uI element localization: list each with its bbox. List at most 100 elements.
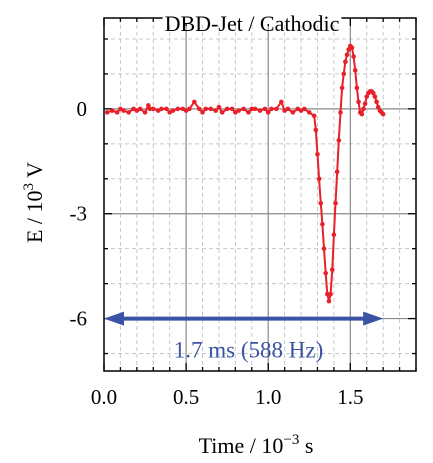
data-point	[175, 106, 181, 112]
data-point	[351, 54, 356, 59]
data-point	[257, 108, 263, 113]
data-point	[331, 232, 337, 237]
data-point	[334, 169, 340, 175]
data-point	[265, 110, 271, 115]
data-point	[159, 106, 164, 112]
data-point	[196, 106, 202, 112]
x-axis-label: Time / 10−3 s	[199, 432, 314, 458]
data-point	[333, 200, 338, 206]
data-point	[104, 110, 110, 115]
data-point	[328, 291, 333, 297]
data-point	[380, 111, 386, 117]
data-point	[137, 106, 143, 112]
data-point	[274, 106, 279, 112]
chart-title: DBD-Jet / Cathodic	[165, 11, 340, 36]
y-axis-label-unit: V	[22, 162, 47, 183]
data-point	[241, 106, 246, 112]
data-point	[302, 106, 307, 112]
data-point	[252, 106, 258, 112]
data-point	[150, 106, 156, 112]
data-point	[187, 106, 192, 112]
data-point	[142, 110, 148, 115]
data-point	[364, 94, 370, 99]
grid-lines	[104, 18, 416, 371]
x-tick-label: 0.5	[173, 385, 199, 409]
period-annotation-label: 1.7 ms (588 Hz)	[174, 338, 323, 363]
data-point	[374, 99, 379, 105]
data-point	[372, 94, 378, 99]
x-tick-label: 1.5	[337, 385, 363, 409]
data-point	[356, 99, 361, 105]
data-point	[329, 267, 335, 272]
x-axis-label-unit: s	[299, 433, 313, 458]
data-point	[313, 127, 319, 133]
series-line	[106, 44, 384, 302]
data-point	[279, 99, 284, 105]
y-tick-label: -6	[70, 307, 88, 331]
data-point	[318, 200, 324, 206]
data-point	[213, 108, 218, 113]
data-point	[352, 68, 358, 73]
data-point	[311, 113, 317, 119]
data-point	[126, 110, 131, 115]
data-point	[246, 110, 251, 115]
data-point	[229, 106, 235, 112]
data-point	[109, 108, 115, 113]
title-background	[162, 12, 342, 24]
data-point	[121, 108, 127, 113]
data-point	[349, 45, 355, 51]
data-point	[321, 246, 327, 251]
data-point	[200, 110, 205, 115]
data-point	[216, 104, 222, 110]
period-arrow-head-left	[104, 311, 124, 326]
y-axis-label: E / 103 V	[21, 162, 47, 243]
data-point	[236, 108, 241, 113]
data-point	[344, 52, 350, 57]
data-point	[224, 106, 230, 112]
data-point	[354, 85, 360, 91]
y-axis-label-exponent: 3	[21, 183, 37, 191]
data-point	[320, 221, 325, 227]
data-point	[114, 110, 120, 115]
data-point	[290, 110, 296, 115]
data-point	[147, 106, 153, 112]
series-layer	[104, 43, 386, 304]
data-point	[336, 138, 342, 143]
data-point	[375, 104, 381, 110]
data-point	[341, 71, 347, 77]
data-point	[203, 106, 209, 112]
data-point	[164, 106, 169, 112]
data-point	[371, 90, 376, 96]
data-point	[316, 176, 322, 182]
y-tick-label: -3	[70, 202, 88, 226]
x-tick-label: 0.0	[91, 385, 117, 409]
data-point	[361, 106, 366, 112]
data-point	[170, 108, 176, 113]
annotation-layer: 1.7 ms (588 Hz)	[104, 311, 384, 363]
data-point	[285, 106, 291, 112]
data-point	[343, 59, 348, 64]
data-point	[339, 85, 345, 91]
x-tick-label: 1.0	[255, 385, 281, 409]
data-point	[359, 111, 365, 117]
y-axis-label-main: E / 10	[22, 190, 47, 243]
y-tick-label: 0	[77, 97, 88, 121]
data-point	[323, 270, 328, 276]
data-point	[306, 110, 312, 115]
x-axis-label-main: Time / 10	[199, 433, 284, 458]
data-point	[269, 106, 274, 112]
data-point	[219, 110, 225, 115]
data-point	[338, 110, 343, 115]
data-point	[315, 152, 320, 157]
data-point	[325, 291, 330, 297]
data-point	[262, 106, 268, 112]
data-point	[192, 99, 197, 105]
data-point	[362, 101, 368, 106]
data-point	[326, 298, 332, 304]
data-point	[249, 106, 255, 112]
data-point	[208, 106, 214, 112]
period-arrow-head-right	[363, 311, 384, 326]
data-point	[146, 103, 151, 108]
x-axis-label-exponent: −3	[283, 432, 299, 448]
